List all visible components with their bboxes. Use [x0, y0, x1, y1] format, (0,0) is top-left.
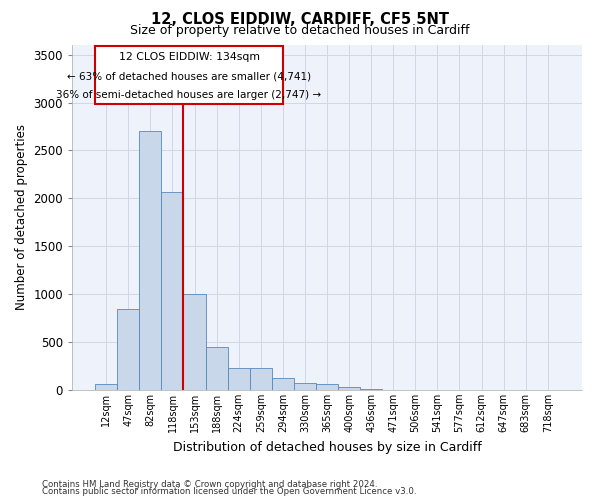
Text: Size of property relative to detached houses in Cardiff: Size of property relative to detached ho… [130, 24, 470, 37]
Bar [161, 192, 184, 390]
Text: Contains HM Land Registry data © Crown copyright and database right 2024.: Contains HM Land Registry data © Crown c… [42, 480, 377, 489]
Bar [250, 368, 272, 390]
Text: ← 63% of detached houses are smaller (4,741): ← 63% of detached houses are smaller (4,… [67, 72, 311, 82]
Bar [272, 378, 294, 390]
Y-axis label: Number of detached properties: Number of detached properties [15, 124, 28, 310]
Bar [227, 368, 250, 390]
Bar [316, 384, 338, 390]
Text: 12 CLOS EIDDIW: 134sqm: 12 CLOS EIDDIW: 134sqm [119, 52, 260, 62]
Text: Contains public sector information licensed under the Open Government Licence v3: Contains public sector information licen… [42, 487, 416, 496]
Bar [117, 308, 139, 390]
Bar [184, 294, 206, 390]
Bar [294, 384, 316, 390]
Bar [139, 131, 161, 390]
Text: 36% of semi-detached houses are larger (2,747) →: 36% of semi-detached houses are larger (… [56, 90, 322, 100]
X-axis label: Distribution of detached houses by size in Cardiff: Distribution of detached houses by size … [173, 440, 481, 454]
Bar [95, 384, 117, 390]
Bar [206, 347, 227, 390]
Bar [338, 386, 360, 390]
FancyBboxPatch shape [95, 46, 283, 104]
Text: 12, CLOS EIDDIW, CARDIFF, CF5 5NT: 12, CLOS EIDDIW, CARDIFF, CF5 5NT [151, 12, 449, 28]
Bar [360, 389, 382, 390]
